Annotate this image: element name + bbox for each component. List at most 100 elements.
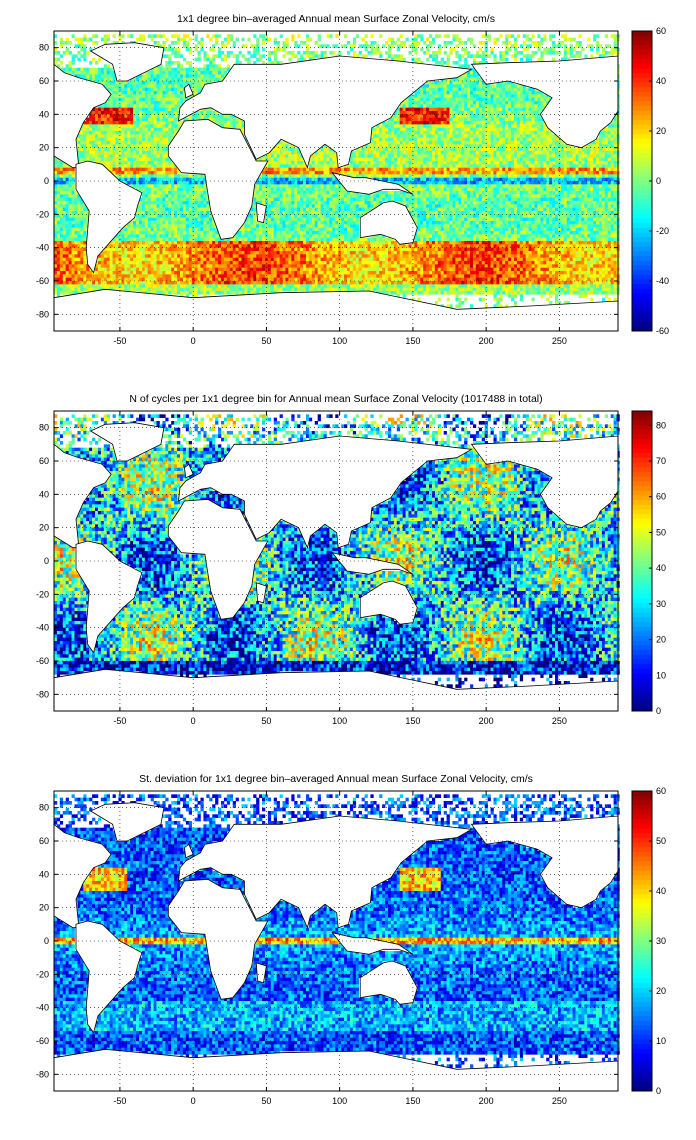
heatmap-cell (250, 237, 254, 242)
heatmap-cell (341, 241, 345, 245)
heatmap-cell (130, 131, 134, 135)
heatmap-cell (329, 154, 333, 158)
heatmap-cell (191, 271, 195, 275)
heatmap-cell (344, 171, 348, 175)
heatmap-cell (100, 77, 105, 82)
heatmap-cell (174, 164, 178, 168)
heatmap-cell (352, 281, 357, 285)
heatmap-cell (285, 177, 289, 182)
heatmap-cell (71, 241, 75, 245)
heatmap-cell (303, 254, 307, 258)
heatmap-cell (168, 61, 172, 65)
heatmap-cell (282, 214, 286, 218)
heatmap-cell (124, 251, 128, 255)
heatmap-cell (270, 224, 275, 228)
heatmap-cell (144, 77, 149, 82)
heatmap-cell (305, 274, 310, 278)
heatmap-cell (253, 227, 257, 232)
heatmap-cell (194, 234, 198, 238)
heatmap-cell (218, 284, 222, 288)
heatmap-cell (355, 214, 360, 218)
heatmap-cell (279, 147, 283, 152)
heatmap-cell (171, 84, 175, 88)
heatmap-cell (203, 247, 207, 252)
heatmap-cell (352, 204, 357, 208)
heatmap-cell (138, 157, 143, 162)
heatmap-cell (177, 197, 181, 202)
heatmap-cell (68, 207, 72, 212)
heatmap-cell (153, 91, 157, 95)
heatmap-cell (218, 71, 222, 75)
heatmap-cell (182, 251, 187, 255)
heatmap-cell (291, 267, 295, 272)
heatmap-cell (349, 234, 354, 238)
heatmap-cell (171, 161, 175, 165)
heatmap-cell (165, 87, 169, 92)
heatmap-cell (141, 184, 146, 188)
heatmap-cell (159, 34, 163, 38)
heatmap-cell (358, 254, 362, 258)
heatmap-cell (314, 254, 318, 258)
heatmap-cell (159, 257, 163, 262)
heatmap-cell (256, 224, 260, 228)
heatmap-cell (136, 224, 140, 228)
heatmap-cell (127, 174, 131, 178)
heatmap-cell (218, 34, 222, 38)
heatmap-cell (165, 114, 169, 118)
heatmap-cell (270, 51, 275, 55)
heatmap-cell (112, 81, 116, 85)
heatmap-cell (138, 224, 143, 228)
heatmap-cell (162, 114, 166, 118)
heatmap-cell (308, 254, 313, 258)
heatmap-cell (317, 217, 321, 222)
heatmap-cell (223, 67, 228, 72)
heatmap-cell (133, 167, 137, 172)
heatmap-cell (241, 267, 245, 272)
heatmap-cell (83, 207, 87, 212)
heatmap-cell (276, 264, 280, 268)
heatmap-cell (291, 207, 295, 212)
heatmap-cell (270, 227, 275, 232)
heatmap-cell (332, 254, 336, 258)
heatmap-cell (77, 271, 81, 275)
heatmap-cell (56, 227, 61, 232)
heatmap-cell (80, 71, 84, 75)
heatmap-cell (159, 214, 163, 218)
heatmap-cell (191, 244, 195, 248)
heatmap-cell (138, 91, 143, 95)
heatmap-cell (89, 124, 93, 128)
heatmap-cell (215, 274, 219, 278)
heatmap-cell (226, 271, 231, 275)
heatmap-cell (288, 144, 292, 148)
heatmap-cell (349, 221, 354, 225)
heatmap-cell (188, 221, 192, 225)
heatmap-cell (326, 264, 330, 268)
heatmap-cell (332, 164, 336, 168)
heatmap-cell (279, 251, 283, 255)
heatmap-cell (165, 211, 169, 215)
heatmap-cell (191, 181, 195, 185)
heatmap-cell (314, 261, 318, 265)
heatmap-cell (264, 174, 269, 178)
heatmap-cell (267, 154, 272, 158)
heatmap-cell (373, 247, 377, 252)
heatmap-cell (156, 87, 160, 92)
heatmap-cell (326, 251, 330, 255)
heatmap-cell (130, 167, 134, 172)
heatmap-cell (80, 224, 84, 228)
heatmap-cell (273, 191, 277, 195)
heatmap-cell (159, 197, 163, 202)
heatmap-cell (344, 194, 348, 198)
heatmap-cell (267, 201, 272, 205)
heatmap-cell (323, 161, 327, 165)
heatmap-cell (56, 184, 61, 188)
heatmap-cell (179, 87, 184, 92)
heatmap-cell (95, 137, 99, 142)
heatmap-cell (95, 144, 99, 148)
heatmap-cell (171, 234, 175, 238)
heatmap-cell (156, 157, 160, 162)
heatmap-cell (262, 157, 266, 162)
heatmap-cell (174, 97, 178, 102)
heatmap-cell (270, 154, 275, 158)
heatmap-cell (77, 264, 81, 268)
